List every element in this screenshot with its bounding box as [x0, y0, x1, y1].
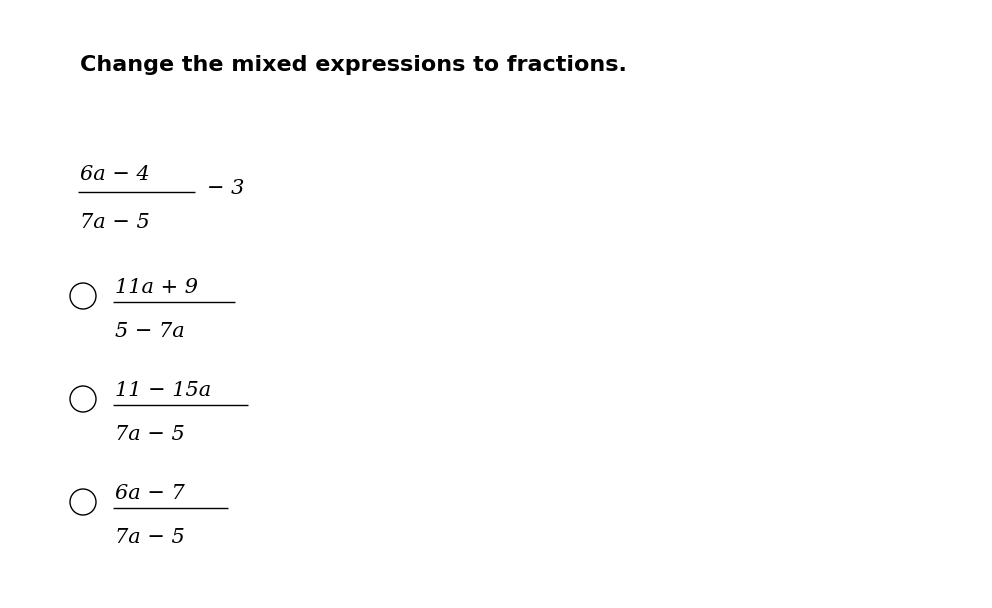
Text: 7a − 5: 7a − 5 [115, 528, 185, 547]
Text: 11 − 15a: 11 − 15a [115, 381, 211, 400]
Text: − 3: − 3 [207, 179, 244, 198]
Text: 6a − 7: 6a − 7 [115, 484, 185, 503]
Text: 7a − 5: 7a − 5 [115, 425, 185, 444]
Text: 11a + 9: 11a + 9 [115, 278, 198, 297]
Text: 5 − 7a: 5 − 7a [115, 322, 185, 341]
Text: 7a − 5: 7a − 5 [80, 213, 150, 232]
Text: Change the mixed expressions to fractions.: Change the mixed expressions to fraction… [80, 55, 627, 75]
Text: 6a − 4: 6a − 4 [80, 165, 150, 184]
